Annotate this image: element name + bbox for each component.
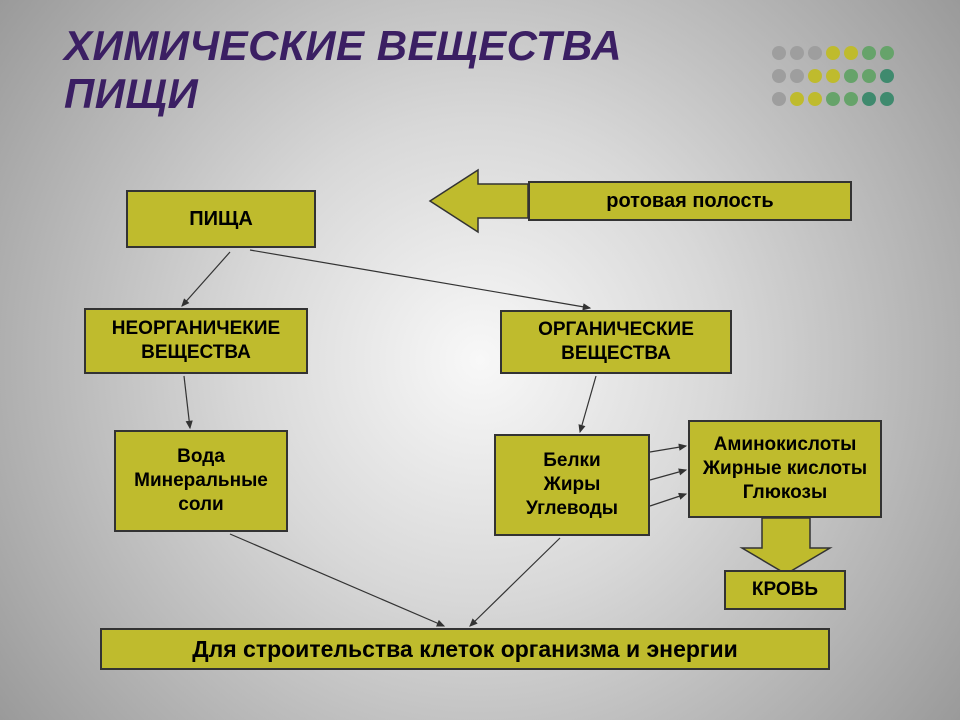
box-food: ПИЩА bbox=[126, 190, 316, 248]
slide: ХИМИЧЕСКИЕ ВЕЩЕСТВА ПИЩИ ПИЩА ротовая по… bbox=[0, 0, 960, 720]
box-proteins-fats: Белки Жиры Углеводы bbox=[494, 434, 650, 536]
slide-title: ХИМИЧЕСКИЕ ВЕЩЕСТВА ПИЩИ bbox=[64, 22, 622, 119]
box-purpose: Для строительства клеток организма и эне… bbox=[100, 628, 830, 670]
box-inorganic: НЕОРГАНИЧЕКИЕ ВЕЩЕСТВА bbox=[84, 308, 308, 374]
box-oral-cavity: ротовая полость bbox=[528, 181, 852, 221]
box-blood: КРОВЬ bbox=[724, 570, 846, 610]
box-organic: ОРГАНИЧЕСКИЕ ВЕЩЕСТВА bbox=[500, 310, 732, 374]
box-amino-acids: Аминокислоты Жирные кислоты Глюкозы bbox=[688, 420, 882, 518]
decoration-dots bbox=[770, 44, 896, 113]
box-water-minerals: Вода Минеральные соли bbox=[114, 430, 288, 532]
